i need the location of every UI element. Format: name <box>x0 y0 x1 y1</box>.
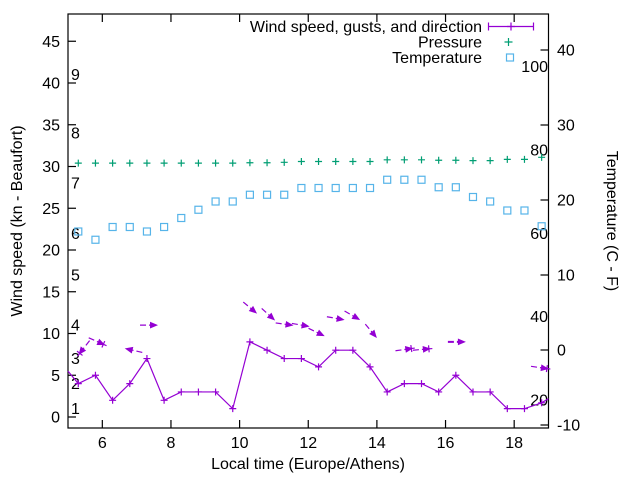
wind-direction-arrow <box>395 344 415 353</box>
x-tick-label: 6 <box>98 435 107 452</box>
fahrenheit-label: 40 <box>530 309 548 326</box>
fahrenheit-label: 80 <box>530 143 548 160</box>
wind-direction-arrow <box>76 340 91 357</box>
beaufort-label: 6 <box>71 226 80 243</box>
x-tick-label: 18 <box>505 435 523 452</box>
x-tick-label: 16 <box>437 435 455 452</box>
legend: Wind speed, gusts, and directionPressure… <box>250 19 535 67</box>
temperature-series <box>74 175 546 244</box>
wind-direction-arrow <box>242 301 258 314</box>
right-tick-label: 40 <box>557 43 575 60</box>
beaufort-label: 9 <box>71 67 80 84</box>
legend-label-pressure: Pressure <box>418 35 482 52</box>
wind-direction-arrow <box>447 338 466 346</box>
right-tick-label: 20 <box>557 193 575 210</box>
wind-direction-arrow <box>308 327 325 337</box>
beaufort-scale-labels: 1 2 3 4 5 6 7 8 9 <box>71 67 80 418</box>
beaufort-label: 1 <box>71 401 80 418</box>
left-tick-label: 40 <box>42 76 60 93</box>
right-tick-label: -10 <box>557 418 580 435</box>
gust-direction-arrows <box>76 301 551 373</box>
beaufort-label: 7 <box>71 176 80 193</box>
x-tick-label: 10 <box>231 435 249 452</box>
legend-sample-wind <box>487 22 535 31</box>
wind-direction-arrow <box>344 310 361 320</box>
right-tick-label: 30 <box>557 118 575 135</box>
left-tick-label: 35 <box>42 117 60 134</box>
beaufort-label: 3 <box>71 351 80 368</box>
fahrenheit-label: 100 <box>521 59 548 76</box>
left-tick-label: 5 <box>51 368 60 385</box>
beaufort-label: 8 <box>71 126 80 143</box>
right-tick-label: 10 <box>557 268 575 285</box>
wind-direction-arrow <box>140 321 159 329</box>
legend-sample-temperature <box>505 53 515 62</box>
x-axis-ticks: 6 8 10 12 14 16 18 <box>98 14 523 452</box>
left-axis-ticks: 0 5 10 15 20 25 30 35 40 45 <box>42 34 76 427</box>
left-tick-label: 25 <box>42 201 60 218</box>
pressure-series <box>74 153 546 167</box>
left-axis-title: Wind speed (kn - Beaufort) <box>9 125 26 316</box>
right-axis-ticks: -10 0 10 20 30 40 <box>540 43 580 435</box>
wind-direction-arrow <box>326 315 345 322</box>
wind-direction-arrow <box>291 321 310 329</box>
left-tick-label: 0 <box>51 410 60 427</box>
left-tick-label: 20 <box>42 243 60 260</box>
legend-label-temperature: Temperature <box>392 50 482 67</box>
beaufort-label: 5 <box>71 268 80 285</box>
wind-series <box>67 338 549 413</box>
wind-direction-arrow <box>364 323 377 338</box>
left-tick-label: 30 <box>42 159 60 176</box>
wind-direction-arrow <box>124 346 143 354</box>
wind-direction-arrow <box>275 320 294 328</box>
x-axis-title: Local time (Europe/Athens) <box>211 456 405 473</box>
left-tick-label: 45 <box>42 34 60 51</box>
legend-label-wind: Wind speed, gusts, and direction <box>250 19 482 36</box>
wind-direction-arrow <box>412 345 433 353</box>
right-axis-title: Temperature (C - F) <box>603 151 620 291</box>
left-tick-label: 10 <box>42 326 60 343</box>
wind-direction-arrow <box>88 337 107 348</box>
x-tick-label: 12 <box>299 435 317 452</box>
wind-direction-arrow <box>261 307 276 321</box>
x-tick-label: 14 <box>368 435 386 452</box>
x-tick-label: 8 <box>167 435 176 452</box>
right-tick-label: 0 <box>557 343 566 360</box>
beaufort-label: 2 <box>71 376 80 393</box>
beaufort-label: 4 <box>71 318 80 335</box>
wind-direction-arrow <box>530 364 551 373</box>
left-tick-label: 15 <box>42 284 60 301</box>
legend-sample-pressure <box>504 38 513 46</box>
plot-border <box>67 13 550 429</box>
